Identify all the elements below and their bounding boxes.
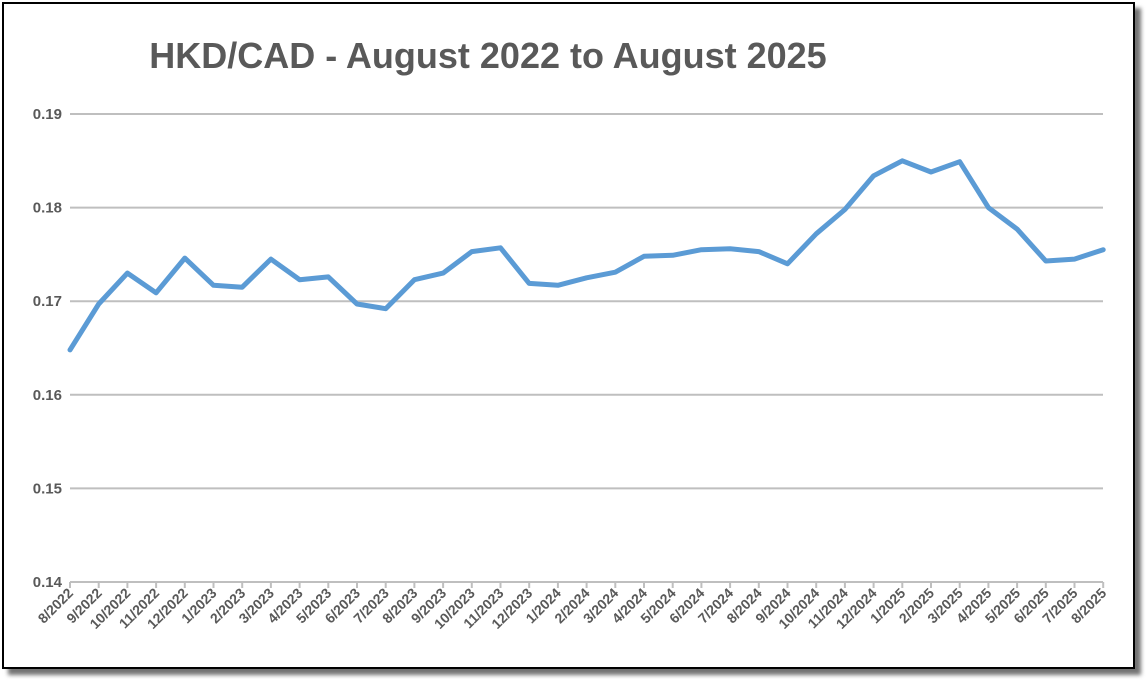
gridlines	[70, 113, 1103, 583]
y-tick-label: 0.15	[33, 480, 62, 497]
chart-title: HKD/CAD - August 2022 to August 2025	[149, 35, 826, 76]
y-tick-label: 0.14	[33, 574, 63, 591]
y-axis-ticks: 0.14 0.15 0.16 0.17 0.18 0.19	[33, 106, 63, 591]
series-layer	[67, 158, 1106, 353]
y-tick-label: 0.18	[33, 200, 62, 217]
y-tick-label: 0.19	[33, 106, 62, 123]
x-axis-ticks: 8/20229/202210/202211/202212/20221/20232…	[35, 582, 1109, 632]
y-tick-label: 0.16	[33, 387, 62, 404]
y-tick-label: 0.17	[33, 293, 62, 310]
series-line	[67, 158, 1106, 353]
